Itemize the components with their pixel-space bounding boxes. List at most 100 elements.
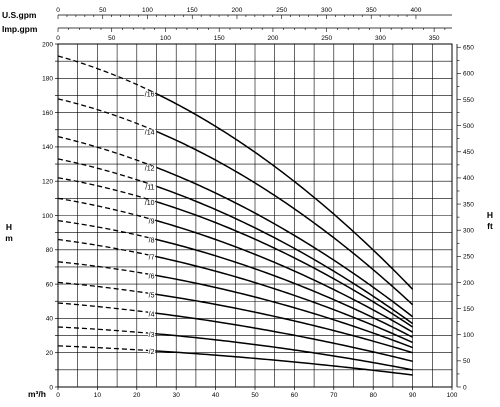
stage-label: /7: [149, 255, 155, 262]
us-gpm-tick-label: 300: [321, 7, 332, 14]
x-axis-label: m³/h: [28, 389, 46, 399]
stage-label: /6: [149, 274, 155, 281]
y-tick-label: 20: [46, 350, 54, 357]
stage-label-bg: [144, 165, 156, 173]
x-tick-label: 50: [251, 392, 259, 399]
y-tick-label: 100: [42, 213, 53, 220]
stage-label-bg: [144, 184, 156, 192]
ft-tick-label: 650: [463, 45, 474, 52]
imp-gpm-tick-label: 250: [321, 35, 332, 42]
us-gpm-tick-label: 50: [99, 7, 107, 14]
ft-tick-label: 300: [463, 227, 474, 234]
y-tick-label: 40: [46, 316, 54, 323]
stage-label: /10: [145, 200, 155, 207]
x-tick-label: 70: [330, 392, 338, 399]
curve-solid-stage-14: [156, 130, 414, 306]
curve-dashed-stage-10: [57, 177, 157, 203]
stage-label: /9: [149, 219, 155, 226]
curve-solid-stage-16: [156, 93, 414, 290]
ft-tick-label: 200: [463, 280, 474, 287]
y-axis-label-right: H: [487, 210, 493, 220]
curve-solid-stage-8: [156, 238, 413, 338]
ft-tick-label: 550: [463, 97, 474, 104]
curve-solid-stage-4: [156, 312, 413, 362]
x-tick-label: 0: [56, 392, 60, 399]
x-tick-label: 40: [212, 392, 220, 399]
stage-label-bg: [144, 91, 156, 99]
curve-dashed-stage-8: [57, 220, 157, 241]
stage-label: /5: [149, 292, 155, 299]
stage-label: /12: [145, 165, 155, 172]
ft-tick-label: 100: [463, 332, 474, 339]
imp-gpm-tick-label: 300: [375, 35, 386, 42]
curve-dashed-stage-5: [57, 281, 157, 296]
x-tick-label: 20: [133, 392, 141, 399]
ft-tick-label: 350: [463, 201, 474, 208]
stage-label: /4: [149, 311, 155, 318]
curve-dashed-stage-3: [57, 326, 157, 335]
curve-dashed-stage-16: [57, 55, 157, 95]
imp-gpm-tick-label: 0: [56, 35, 60, 42]
stage-label: /8: [149, 238, 155, 245]
stage-label: /16: [145, 92, 155, 99]
imp-gpm-tick-label: 50: [108, 35, 116, 42]
y-axis-label-left: H: [6, 222, 12, 232]
x-tick-label: 60: [291, 392, 299, 399]
stage-label-bg: [144, 129, 156, 137]
stage-label-bg: [148, 237, 156, 245]
stage-label: /2: [149, 349, 155, 356]
curve-solid-stage-12: [156, 166, 414, 318]
curve-dashed-stage-14: [57, 98, 157, 133]
y-axis-unit-left: m: [5, 233, 13, 243]
curve-dashed-stage-6: [57, 261, 157, 277]
us-gpm-tick-label: 100: [142, 7, 153, 14]
stage-label-bg: [148, 292, 156, 300]
curve-dashed-stage-9: [57, 197, 157, 222]
curve-solid-stage-5: [156, 293, 413, 354]
ft-tick-label: 150: [463, 306, 474, 313]
curve-dashed-stage-7: [57, 238, 157, 258]
us-gpm-tick-label: 0: [56, 7, 60, 14]
curve-dashed-stage-11: [57, 158, 157, 187]
ft-tick-label: 0: [463, 384, 467, 391]
performance-curves: /2/3/4/5/6/7/8/9/10/11/12/14/16: [57, 55, 414, 376]
y-tick-label: 0: [49, 384, 53, 391]
imp-gpm-tick-label: 200: [268, 35, 279, 42]
imp-gpm-tick-label: 100: [160, 35, 171, 42]
curve-solid-stage-11: [156, 185, 414, 325]
y-tick-label: 200: [42, 41, 53, 48]
stage-label: /3: [149, 332, 155, 339]
x-tick-label: 10: [94, 392, 102, 399]
stage-label-bg: [148, 311, 156, 319]
stage-label-bg: [144, 199, 156, 207]
ft-tick-label: 50: [463, 358, 471, 365]
us-gpm-tick-label: 250: [276, 7, 287, 14]
ft-tick-label: 400: [463, 175, 474, 182]
imp-gpm-tick-label: 150: [214, 35, 225, 42]
curve-solid-stage-2: [156, 350, 413, 376]
y-tick-label: 160: [42, 110, 53, 117]
curve-solid-stage-7: [156, 255, 413, 344]
x-tick-label: 30: [173, 392, 181, 399]
ft-tick-label: 450: [463, 149, 474, 156]
ft-tick-label: 250: [463, 254, 474, 261]
imp-gpm-axis-label: Imp.gpm: [2, 24, 38, 34]
us-gpm-tick-label: 350: [366, 7, 377, 14]
curve-solid-stage-10: [156, 201, 414, 328]
us-gpm-tick-label: 200: [232, 7, 243, 14]
stage-label-bg: [148, 331, 156, 339]
y-tick-label: 60: [46, 281, 54, 288]
us-gpm-tick-label: 400: [411, 7, 422, 14]
curve-solid-stage-9: [156, 219, 413, 333]
x-tick-label: 100: [447, 392, 458, 399]
curve-solid-stage-6: [156, 274, 413, 349]
curve-solid-stage-3: [156, 333, 413, 371]
y-axis-unit-right: ft: [487, 221, 493, 231]
stage-label: /11: [145, 184, 154, 191]
curve-dashed-stage-2: [57, 345, 157, 352]
stage-label-bg: [148, 254, 156, 262]
stage-label: /14: [145, 129, 155, 136]
